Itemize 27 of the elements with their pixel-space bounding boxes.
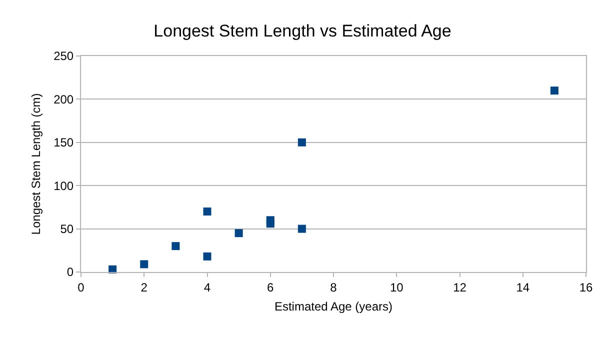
x-tick-label: 16 <box>579 280 593 294</box>
x-tick-label: 10 <box>390 280 404 294</box>
chart-title: Longest Stem Length vs Estimated Age <box>154 22 452 41</box>
x-tick-label: 12 <box>453 280 467 294</box>
y-tick-label: 150 <box>54 136 74 150</box>
point <box>298 138 306 146</box>
y-tick-label: 50 <box>60 222 74 236</box>
point <box>203 252 212 260</box>
y-axis-title: Longest Stem Length (cm) <box>28 93 43 235</box>
x-tick-label: 8 <box>330 280 338 294</box>
x-tick-label: 4 <box>204 280 211 294</box>
x-tick-label: 0 <box>78 280 85 294</box>
point <box>234 229 243 238</box>
point <box>266 220 274 228</box>
x-tick-label: 2 <box>140 280 148 294</box>
point <box>298 224 306 233</box>
y-tick-label: 0 <box>66 265 74 280</box>
x-tick-label: 14 <box>516 280 530 294</box>
y-tick-label: 100 <box>54 178 74 193</box>
point <box>172 242 180 250</box>
point <box>550 86 558 95</box>
x-axis-title: Estimated Age (years) <box>274 299 393 314</box>
y-tick-label: 200 <box>54 92 74 106</box>
x-tick-label: 6 <box>267 280 274 294</box>
point <box>203 208 212 216</box>
point <box>140 260 148 268</box>
y-tick-label: 250 <box>54 49 74 64</box>
